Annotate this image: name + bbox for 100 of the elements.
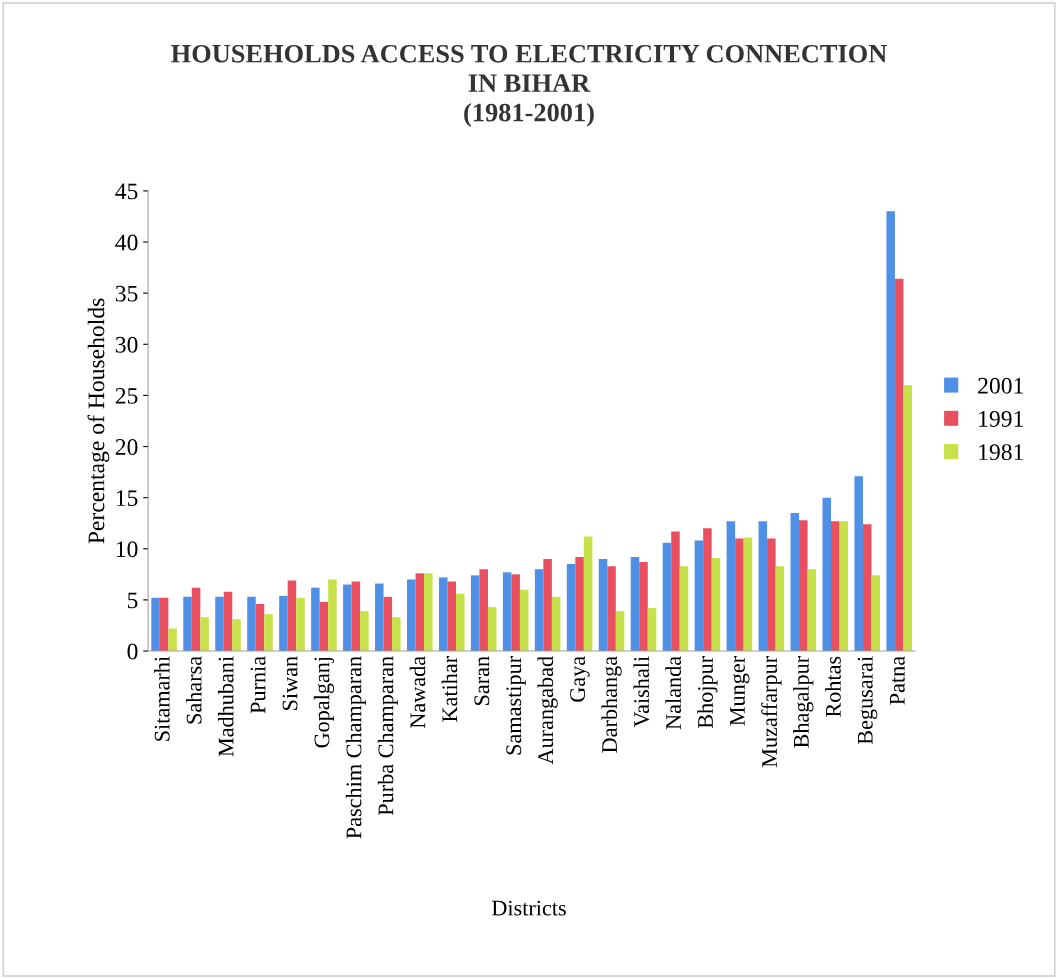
bar [479, 569, 488, 652]
bar [871, 575, 881, 652]
x-tick-label: Nalanda [665, 656, 682, 730]
bar [886, 211, 895, 652]
bar [534, 569, 544, 652]
x-tick-label: Purba Champaran [377, 656, 398, 816]
bar [247, 596, 256, 652]
bar [894, 278, 904, 652]
bar [223, 591, 233, 652]
bar [839, 521, 849, 652]
x-tick-label: Saharsa [185, 656, 202, 724]
legend-label: 2001 [978, 377, 1023, 394]
y-tick-label: 30 [115, 336, 138, 353]
x-tick-label: Saran [474, 656, 490, 706]
bar [191, 587, 201, 652]
bar [232, 619, 241, 652]
bar [351, 581, 361, 652]
legend-label: 1981 [979, 444, 1023, 461]
bar [543, 559, 552, 652]
bar [662, 542, 672, 652]
bar [456, 593, 465, 652]
bar [790, 513, 800, 652]
bar [854, 476, 863, 652]
y-tick-label: 20 [115, 439, 138, 455]
bar [407, 579, 416, 652]
bar [822, 497, 832, 652]
chart-title: HOUSEHOLDS ACCESS TO ELECTRICITY CONNECTION IN BIHAR (1981-2001) [171, 44, 887, 127]
bar [639, 562, 648, 652]
x-tick-label: Sitamarhi [154, 656, 170, 741]
x-tick-label: Purnia [250, 656, 266, 714]
y-tick-label: 15 [116, 490, 138, 507]
bar [647, 608, 657, 652]
bar [183, 596, 192, 652]
y-axis-title: Percentage of Households [87, 298, 110, 544]
x-tick-label: Aurangabad [537, 656, 558, 765]
x-tick-label: Samastipur [506, 656, 526, 755]
y-tick-label: 25 [115, 387, 138, 404]
bar [630, 556, 640, 652]
x-axis-title: Districts [491, 900, 566, 916]
bar [703, 528, 712, 652]
bar [775, 566, 785, 652]
bar [215, 596, 224, 652]
bar [168, 628, 177, 652]
bar [438, 577, 448, 652]
x-tick-label: Bhagalpur [793, 656, 814, 748]
bar [447, 581, 457, 652]
bar [598, 559, 608, 652]
bar [264, 614, 273, 652]
bar [735, 538, 744, 652]
bar [799, 520, 808, 652]
bar [767, 538, 776, 652]
x-tick-label: Darbhanga [601, 656, 622, 753]
bar [360, 611, 369, 652]
x-tick-label: Nawada [409, 656, 426, 729]
bar [607, 566, 616, 652]
x-tick-label: Gopalganj [313, 657, 335, 748]
x-tick-label: Bhojpur [697, 656, 718, 729]
bar [671, 531, 680, 652]
bar [862, 524, 872, 652]
bar [502, 572, 512, 652]
x-tick-label: Begusarai [857, 656, 878, 745]
bar [255, 604, 265, 652]
bar [831, 521, 840, 652]
bar [575, 556, 584, 652]
bar [511, 574, 520, 652]
x-tick-label: Rohtas [825, 656, 841, 717]
bar [743, 537, 753, 652]
bar [470, 575, 480, 652]
x-tick-label: Gaya [570, 656, 590, 702]
bar [551, 596, 561, 652]
x-tick-label: Katihar [441, 656, 458, 722]
x-tick-label: Vaishali [633, 656, 650, 728]
bar [694, 540, 704, 652]
legend-label: 1991 [979, 411, 1023, 427]
bar [415, 573, 425, 652]
y-tick-label: 40 [115, 234, 138, 251]
x-tick-label: Siwan [282, 656, 298, 710]
y-tick-label: 45 [115, 183, 138, 200]
y-tick-label: 35 [115, 285, 138, 302]
bar [392, 617, 401, 652]
bar [583, 536, 593, 652]
x-tick-label: Munger [730, 656, 750, 726]
x-tick-label: Muzaffarpur [761, 656, 782, 768]
bar [328, 579, 337, 652]
bar [758, 521, 768, 652]
bar [424, 573, 433, 652]
bar [519, 589, 529, 652]
bar [615, 611, 625, 652]
bar [151, 597, 160, 652]
y-tick-label: 0 [127, 643, 138, 660]
y-tick-label: 10 [116, 541, 138, 558]
bar [807, 569, 817, 652]
bar [679, 566, 689, 652]
bar [200, 617, 209, 652]
bar [319, 601, 329, 652]
bar [383, 596, 393, 652]
bar [311, 587, 320, 652]
bar [711, 557, 721, 652]
x-tick-label: Patna [889, 656, 905, 705]
bar [279, 595, 288, 652]
